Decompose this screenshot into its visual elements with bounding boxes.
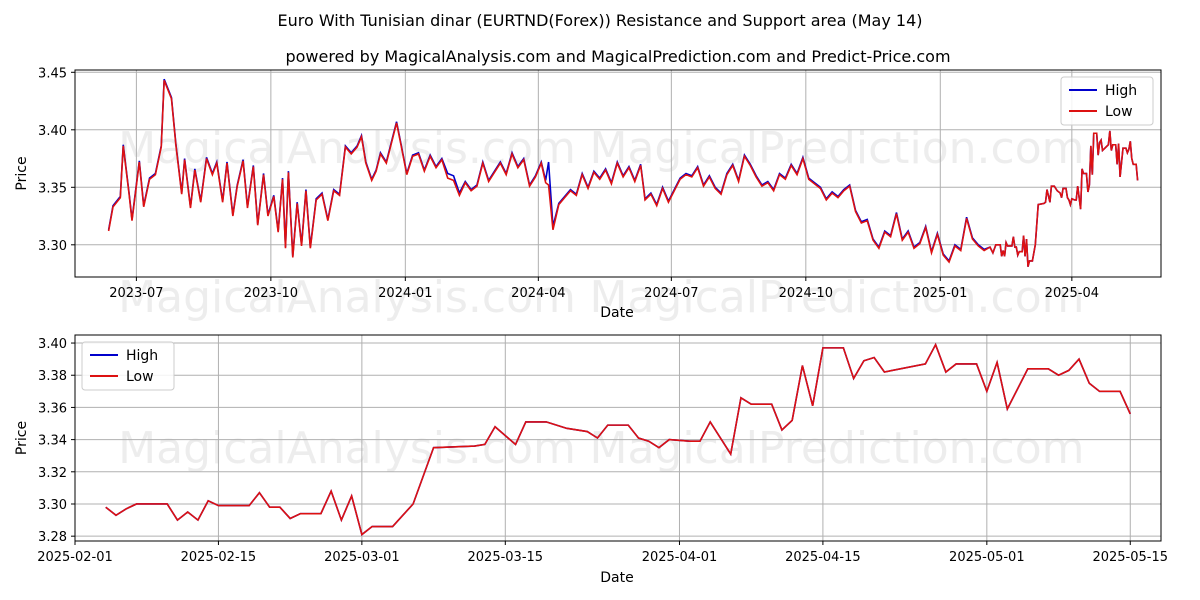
x-tick-label: 2024-10: [779, 286, 833, 301]
y-tick-label: 3.34: [38, 434, 67, 449]
x-tick-label: 2025-04: [1045, 286, 1099, 301]
watermark-analysis-mid: MagicalAnalysis.com: [118, 272, 576, 323]
x-tick-label: 2025-03-15: [468, 550, 544, 565]
series-line-low: [107, 80, 1139, 267]
chart-panel-full-history: 3.30 3.35 3.40 3.45 2023-07 2023-10 2024-01 202…: [14, 66, 1162, 321]
x-axis-label: Date: [600, 570, 633, 586]
watermark-prediction-bottom: MagicalPrediction.com: [590, 423, 1085, 474]
x-tick-label: 2023-10: [244, 286, 298, 301]
watermark-analysis-bottom: MagicalAnalysis.com: [118, 423, 576, 474]
x-tick-label: 2025-02-01: [37, 550, 113, 565]
chart-title: Euro With Tunisian dinar (EURTND(Forex))…: [277, 11, 922, 30]
plot-frame: [74, 69, 1162, 278]
y-tick-label: 3.38: [38, 369, 67, 384]
x-tick-label: 2024-04: [511, 286, 565, 301]
y-tick-label: 3.28: [38, 530, 67, 545]
x-tick-label: 2025-04-15: [785, 550, 861, 565]
x-tick-label: 2025-04-01: [642, 550, 718, 565]
y-tick-label: 3.45: [38, 66, 67, 81]
legend-label-low: Low: [126, 369, 154, 385]
watermark-prediction-top: MagicalPrediction.com: [590, 123, 1085, 174]
x-axis-label: Date: [600, 305, 633, 321]
y-tick-label: 3.40: [38, 124, 67, 139]
x-tick-label: 2024-01: [378, 286, 432, 301]
legend: High Low: [81, 341, 175, 391]
plot-frame: [74, 334, 1162, 542]
y-tick-label: 3.40: [38, 337, 67, 352]
legend: High Low: [1060, 76, 1154, 126]
x-tick-label: 2025-05-15: [1092, 550, 1168, 565]
series-line-low: [105, 342, 1131, 536]
watermark-prediction-mid: MagicalPrediction.com: [590, 272, 1085, 323]
chart-panel-recent: 3.28 3.30 3.32 3.34 3.36 3.38 3.40 2025-02-01 20…: [14, 334, 1168, 586]
x-tick-label: 2024-07: [644, 286, 698, 301]
y-tick-label: 3.30: [38, 239, 67, 254]
x-tick-label: 2023-07: [109, 286, 163, 301]
y-tick-label: 3.32: [38, 466, 67, 481]
x-tick-label: 2025-03-01: [324, 550, 400, 565]
y-axis-label: Price: [14, 421, 30, 455]
legend-label-high: High: [1105, 83, 1137, 99]
x-tick-label: 2025-01: [913, 286, 967, 301]
y-tick-label: 3.35: [38, 181, 67, 196]
legend-label-high: High: [126, 348, 158, 364]
chart-subtitle: powered by MagicalAnalysis.com and Magic…: [285, 47, 950, 66]
y-tick-label: 3.36: [38, 401, 67, 416]
y-axis-label: Price: [14, 156, 30, 190]
x-tick-label: 2025-02-15: [181, 550, 257, 565]
x-tick-label: 2025-05-01: [949, 550, 1025, 565]
legend-label-low: Low: [1105, 104, 1133, 120]
y-tick-label: 3.30: [38, 498, 67, 513]
